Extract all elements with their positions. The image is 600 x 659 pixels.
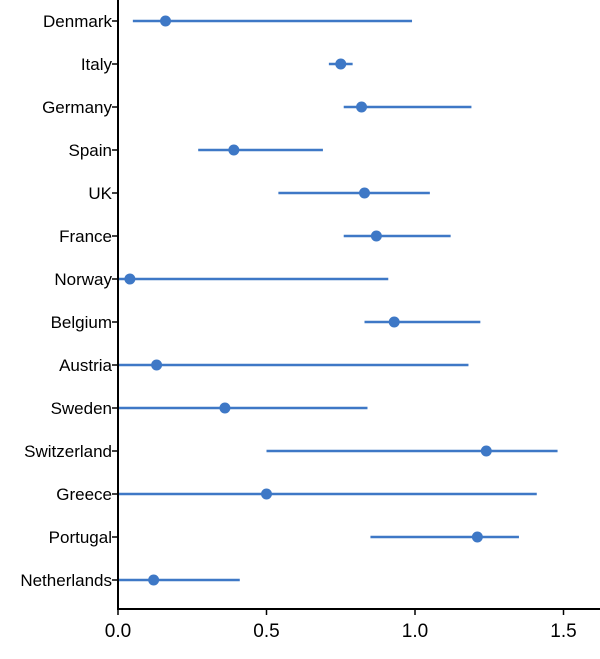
category-label: UK	[88, 184, 112, 203]
x-tick-label: 0.5	[253, 621, 279, 642]
category-label: Greece	[56, 485, 112, 504]
category-label: Norway	[54, 270, 112, 289]
estimate-point	[228, 144, 240, 156]
category-label: Austria	[59, 356, 112, 375]
estimate-point	[219, 402, 231, 414]
category-label: Spain	[69, 141, 112, 160]
category-label: Italy	[81, 55, 113, 74]
estimate-point	[388, 316, 400, 328]
x-axis-ticks: 0.0 0.5 1.0 1.5	[105, 609, 577, 642]
category-label: France	[59, 227, 112, 246]
estimate-point	[261, 488, 272, 500]
category-label: Germany	[42, 98, 112, 117]
category-label: Denmark	[43, 12, 112, 31]
estimate-point	[148, 574, 160, 586]
error-bars	[118, 19, 558, 582]
estimate-point	[356, 101, 368, 113]
estimate-point	[471, 531, 483, 543]
estimate-point	[480, 445, 492, 457]
x-tick-label: 0.0	[105, 621, 131, 642]
category-label: Netherlands	[20, 571, 112, 590]
estimate-point	[335, 58, 347, 70]
y-axis-ticks	[112, 20, 118, 581]
category-label: Switzerland	[24, 442, 112, 461]
estimate-point	[370, 230, 382, 242]
estimate-points	[124, 15, 492, 586]
category-label: Sweden	[51, 399, 112, 418]
x-tick-label: 1.0	[402, 621, 428, 642]
x-tick-label: 1.5	[550, 621, 576, 642]
estimate-point	[124, 273, 136, 285]
estimate-point	[359, 187, 371, 199]
category-labels: Denmark Italy Germany Spain UK France Norway Be…	[20, 12, 112, 590]
category-label: Portugal	[49, 528, 112, 547]
category-label: Belgium	[51, 313, 112, 332]
estimate-point	[160, 15, 172, 27]
estimate-point	[151, 359, 163, 371]
